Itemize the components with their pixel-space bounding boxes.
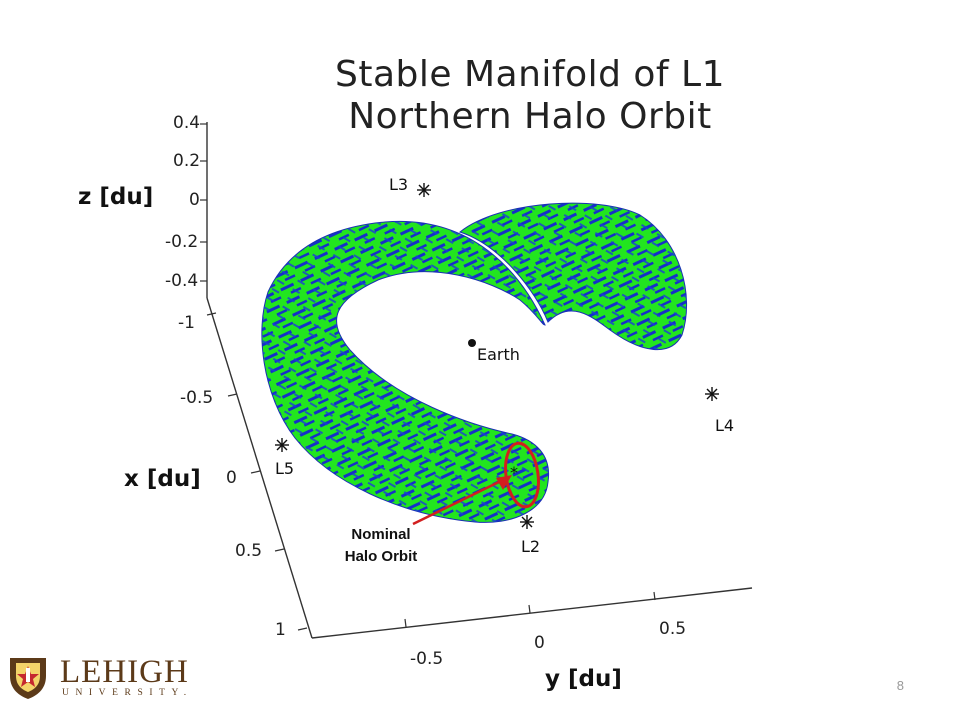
l3-label: L3 bbox=[389, 175, 409, 194]
y-tick: -0.5 bbox=[410, 649, 444, 669]
z-tick: 0 bbox=[189, 190, 200, 210]
l2-marker bbox=[520, 515, 534, 529]
lagrange-markers bbox=[275, 183, 719, 529]
earth-label: Earth bbox=[477, 345, 520, 364]
annotation-line-2: Halo Orbit bbox=[344, 548, 418, 565]
y-axis-label: y [du] bbox=[545, 666, 622, 692]
logo-name: LEHIGH bbox=[60, 654, 189, 690]
x-axis-label: x [du] bbox=[124, 466, 201, 492]
l4-marker bbox=[705, 387, 719, 401]
z-tick: 0.4 bbox=[173, 113, 201, 133]
l4-label: L4 bbox=[715, 416, 735, 435]
manifold-overlay-streaks-2 bbox=[261, 221, 549, 523]
l5-label: L5 bbox=[275, 459, 295, 478]
logo-subtitle: UNIVERSITY. bbox=[62, 688, 193, 698]
title-line-1: Stable Manifold of L1 bbox=[334, 54, 725, 95]
lehigh-shield-icon bbox=[10, 658, 46, 699]
x-tick: -0.5 bbox=[180, 388, 214, 408]
x-tick: 1 bbox=[275, 620, 286, 640]
z-tick: 0.2 bbox=[173, 151, 201, 171]
x-tick: -1 bbox=[178, 313, 195, 333]
annotation-line-1: Nominal bbox=[351, 526, 411, 543]
manifold-overlay-streaks bbox=[460, 203, 687, 350]
lehigh-logo: LEHIGH UNIVERSITY. bbox=[8, 654, 208, 700]
halo-orbit-marker: * bbox=[510, 463, 518, 482]
annotation-arrowhead bbox=[496, 475, 512, 490]
l2-label: L2 bbox=[521, 537, 541, 556]
tick-marks bbox=[200, 123, 656, 631]
y-tick: 0.5 bbox=[659, 619, 687, 639]
axis-frame bbox=[206, 122, 753, 639]
slide-title: Stable Manifold of L1 Northern Halo Orbi… bbox=[300, 54, 760, 138]
l3-marker bbox=[417, 183, 431, 197]
page-number: 8 bbox=[896, 678, 904, 693]
earth-marker bbox=[468, 339, 476, 347]
title-line-2: Northern Halo Orbit bbox=[348, 96, 712, 137]
annotation-arrow bbox=[412, 477, 506, 526]
z-axis-label: z [du] bbox=[78, 184, 154, 210]
l5-marker bbox=[275, 438, 289, 452]
y-tick: 0 bbox=[534, 633, 545, 653]
z-tick: -0.2 bbox=[165, 232, 199, 252]
halo-orbit-annotation: Nominal Halo Orbit bbox=[325, 524, 437, 568]
z-tick: -0.4 bbox=[165, 271, 199, 291]
x-tick: 0 bbox=[226, 468, 237, 488]
x-tick: 0.5 bbox=[235, 541, 263, 561]
